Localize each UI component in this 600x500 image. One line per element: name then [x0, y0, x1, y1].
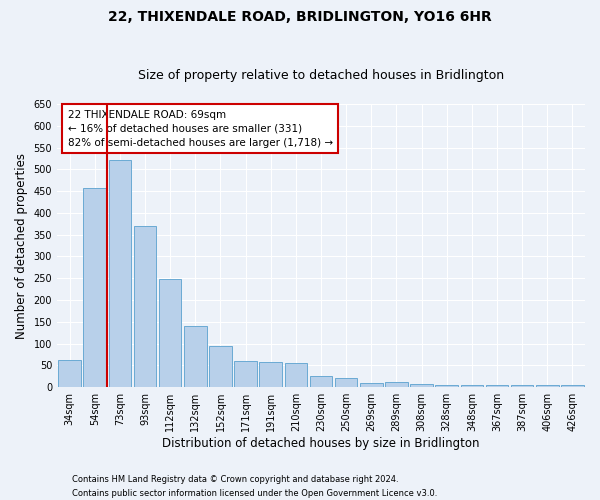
Bar — [561, 386, 584, 387]
Bar — [159, 279, 181, 387]
Bar — [536, 385, 559, 387]
Y-axis label: Number of detached properties: Number of detached properties — [15, 152, 28, 338]
Title: Size of property relative to detached houses in Bridlington: Size of property relative to detached ho… — [138, 69, 504, 82]
Bar — [184, 326, 206, 387]
Bar — [335, 378, 358, 387]
Bar — [385, 382, 408, 387]
Bar — [436, 384, 458, 387]
Bar — [485, 385, 508, 387]
Bar — [234, 361, 257, 387]
Bar — [360, 383, 383, 387]
Bar — [461, 384, 483, 387]
Bar — [83, 188, 106, 387]
Bar — [284, 363, 307, 387]
Text: 22, THIXENDALE ROAD, BRIDLINGTON, YO16 6HR: 22, THIXENDALE ROAD, BRIDLINGTON, YO16 6… — [108, 10, 492, 24]
Bar — [58, 360, 81, 387]
Bar — [209, 346, 232, 387]
Bar — [511, 385, 533, 387]
Bar — [134, 226, 157, 387]
Bar — [109, 160, 131, 387]
X-axis label: Distribution of detached houses by size in Bridlington: Distribution of detached houses by size … — [162, 437, 480, 450]
Bar — [410, 384, 433, 387]
Text: Contains HM Land Registry data © Crown copyright and database right 2024.
Contai: Contains HM Land Registry data © Crown c… — [72, 476, 437, 498]
Bar — [310, 376, 332, 387]
Text: 22 THIXENDALE ROAD: 69sqm
← 16% of detached houses are smaller (331)
82% of semi: 22 THIXENDALE ROAD: 69sqm ← 16% of detac… — [68, 110, 333, 148]
Bar — [259, 362, 282, 387]
